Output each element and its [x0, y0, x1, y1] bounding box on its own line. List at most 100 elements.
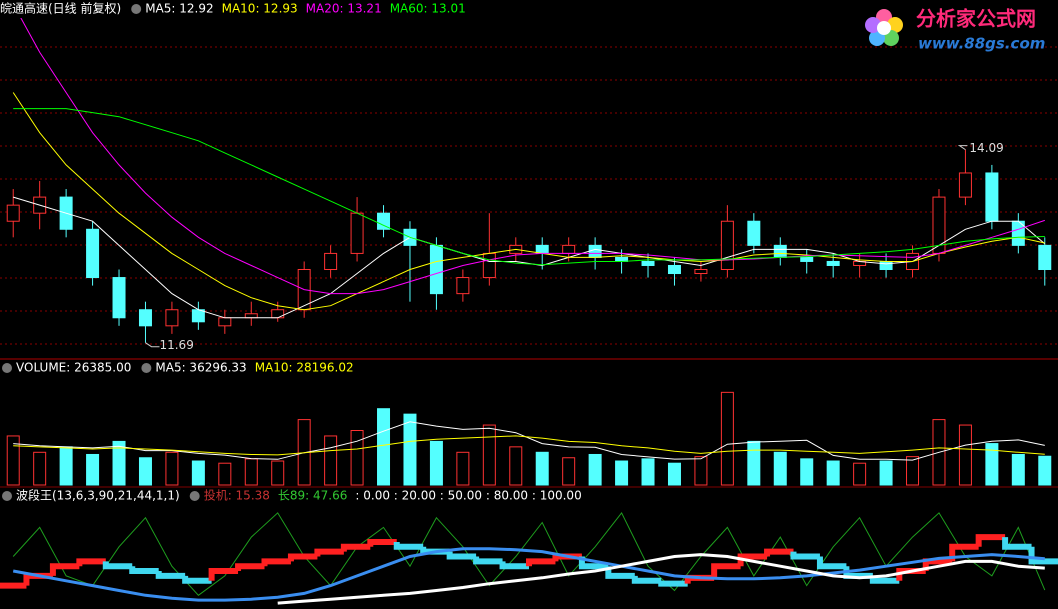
logo-title: 分析家公式网 — [916, 7, 1036, 31]
candle-body — [112, 277, 126, 319]
volume-bar — [1038, 455, 1052, 486]
volume-bar — [509, 446, 523, 486]
volume-bar — [641, 458, 655, 486]
volume-bar — [191, 460, 205, 486]
line — [277, 553, 1045, 605]
logo-flower — [865, 9, 903, 46]
dropdown-icon — [2, 491, 12, 501]
volume-bar — [6, 435, 20, 486]
trend-step — [393, 541, 424, 550]
candle-body — [86, 228, 100, 279]
trend-step — [711, 563, 741, 578]
line — [13, 196, 1046, 319]
volume-bar — [535, 451, 549, 486]
candle-body — [800, 256, 814, 262]
legend-entry: MA60: 13.01 — [390, 2, 466, 16]
candle-body — [218, 317, 232, 327]
legend-entry: MA10: 28196.02 — [255, 361, 354, 375]
volume-bar — [853, 462, 867, 486]
trend-step — [1002, 537, 1032, 550]
candle-body — [350, 212, 364, 254]
trend-step — [631, 575, 662, 584]
trend-step — [261, 558, 291, 567]
volume-bar — [429, 440, 443, 486]
volume-plot — [6, 391, 1052, 486]
trend-step — [102, 561, 133, 570]
volume-bar — [218, 462, 232, 486]
trend-step — [790, 551, 820, 560]
candle-body — [641, 260, 655, 266]
volume-bar — [112, 440, 126, 486]
logo: 分析家公式网 www.88gs.com — [865, 7, 1045, 53]
volume-bar — [456, 451, 470, 486]
volume-bar — [773, 451, 787, 486]
legend-entry: MA20: 13.21 — [306, 2, 382, 16]
line — [13, 421, 1045, 461]
price-plot — [6, 3, 1052, 343]
candle-body — [985, 172, 999, 222]
volume-bar — [350, 430, 364, 486]
legend-entry: 投机: 15.38 — [204, 488, 270, 503]
dropdown-icon — [2, 363, 12, 373]
trend-step — [975, 534, 1006, 547]
volume-bar — [879, 460, 893, 486]
volume-bar — [59, 446, 73, 486]
trend-step — [737, 553, 768, 567]
candle-body — [271, 309, 285, 319]
volume-bar — [615, 460, 629, 486]
trend-step — [76, 558, 106, 567]
candle-body — [324, 252, 338, 271]
levels-text: : 0.00 : 20.00 : 50.00 : 80.00 : 100.00 — [355, 489, 581, 503]
candle-body — [720, 220, 734, 271]
volume-bar — [906, 456, 920, 486]
volume-bar — [324, 435, 338, 486]
high-label: 14.09 — [969, 141, 1003, 155]
chart-title: VOLUME: 26385.00 — [16, 361, 131, 375]
legend-entry: 长89: 47.66 — [278, 489, 347, 503]
volume-bar — [562, 457, 576, 486]
volume-bar — [403, 413, 417, 486]
trend-step — [182, 575, 212, 584]
trend-step — [949, 543, 979, 562]
candle-body — [482, 252, 496, 279]
volume-bar — [694, 456, 708, 486]
line — [13, 108, 1045, 266]
candle-body — [456, 277, 470, 295]
volume-bar — [86, 453, 100, 486]
trend-step — [155, 571, 186, 579]
trend-step — [129, 566, 159, 575]
trend-step — [49, 563, 80, 576]
candle-body — [429, 244, 443, 295]
indicator-plot — [0, 511, 1058, 605]
candle-body — [773, 244, 787, 258]
candle-body — [535, 244, 549, 254]
volume-bar — [720, 391, 734, 486]
volume-bar — [244, 458, 258, 486]
candle-body — [562, 244, 576, 254]
line — [12, 3, 1045, 295]
annotation-leader — [957, 145, 968, 151]
volume-bar — [747, 440, 761, 486]
header-bg — [0, 0, 420, 18]
trend-step — [1028, 546, 1058, 565]
annotation-leader — [145, 342, 160, 348]
candle-body — [1038, 244, 1052, 271]
trend-step — [658, 580, 688, 587]
dropdown-icon — [141, 363, 152, 373]
trend-step — [287, 553, 318, 562]
volume-bar — [1011, 453, 1025, 486]
dropdown-icon — [189, 491, 200, 501]
dropdown-icon — [131, 4, 142, 14]
volume-bar — [165, 451, 179, 486]
volume-bar — [33, 451, 47, 486]
candle-body — [826, 260, 840, 266]
trend-step — [816, 556, 847, 570]
candle-body — [165, 309, 179, 327]
trend-step — [314, 548, 344, 557]
trend-step — [499, 561, 529, 570]
volume-bar — [377, 408, 391, 486]
volume-bar — [482, 424, 496, 486]
candle-body — [588, 244, 602, 258]
